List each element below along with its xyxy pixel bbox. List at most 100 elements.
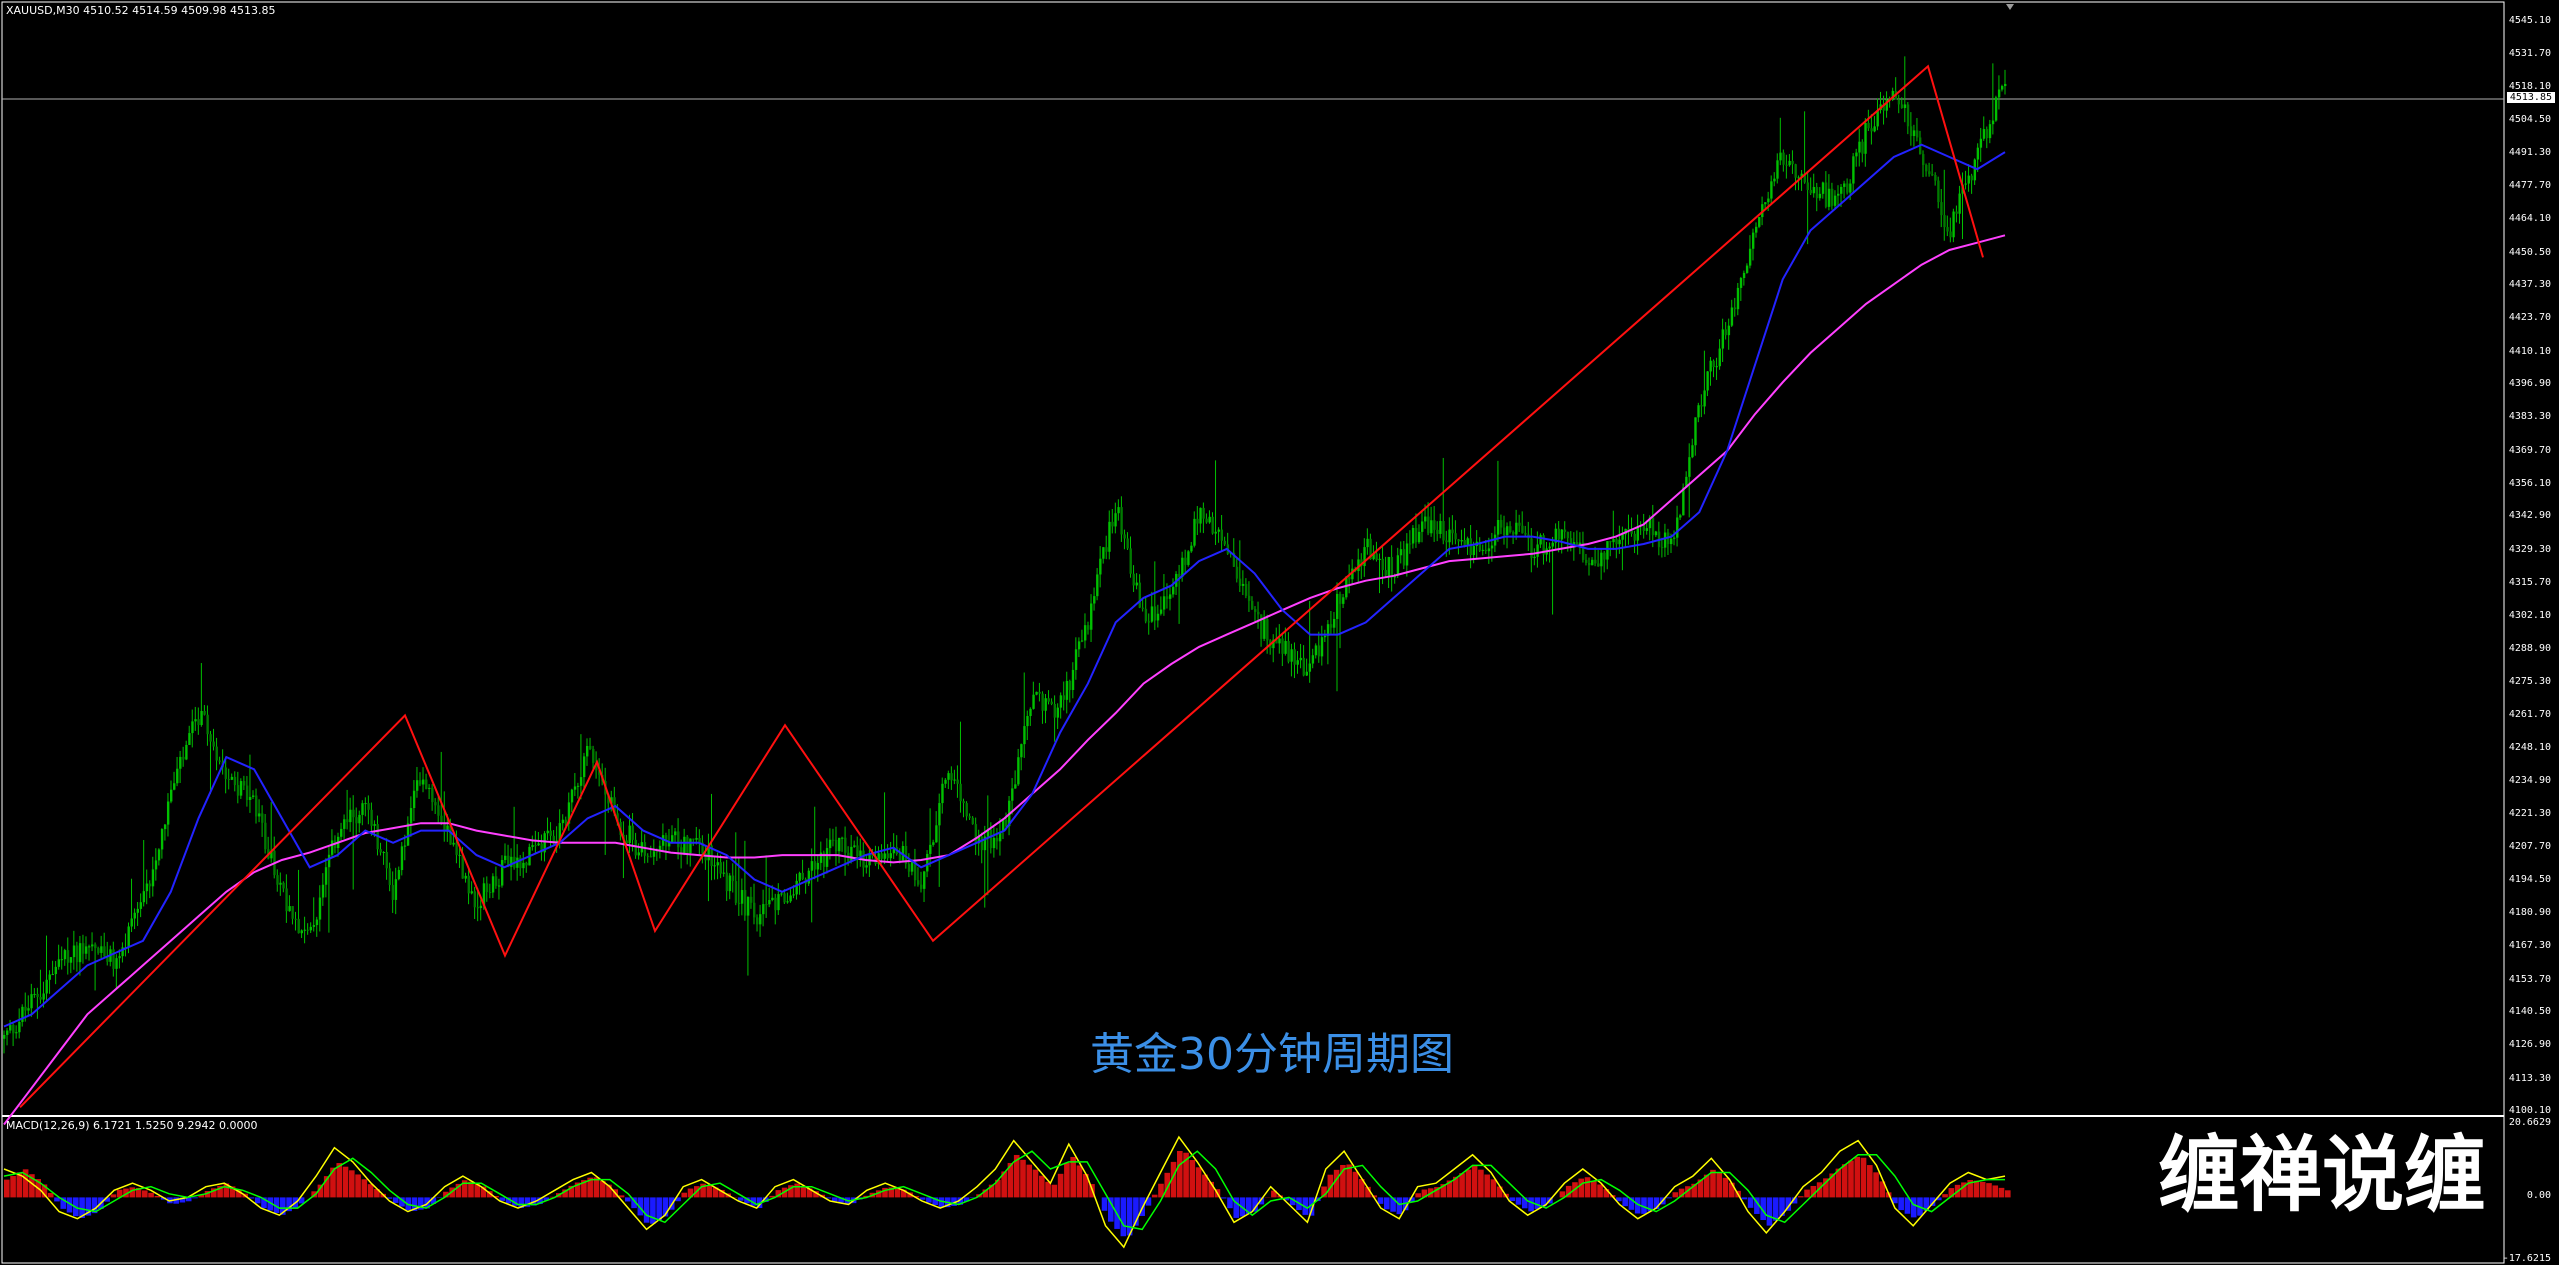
candle-body (1132, 573, 1135, 586)
candle-body (1715, 366, 1718, 368)
candle-body (725, 872, 729, 892)
macd-bar (1666, 1197, 1672, 1199)
candle-body (170, 789, 173, 802)
candle-body (1773, 178, 1776, 182)
scroll-arrow-icon[interactable] (2006, 4, 2014, 10)
price-axis-label: 4369.70 (2508, 444, 2551, 456)
price-axis-label: 4342.90 (2508, 510, 2551, 522)
price-axis-label: 4545.10 (2508, 15, 2551, 26)
macd-bar (54, 1197, 60, 1202)
candle-body (686, 836, 689, 854)
candle-body (361, 803, 364, 815)
macd-bar (1854, 1156, 1861, 1198)
candle-body (1339, 593, 1342, 604)
fast-ma-line (3, 143, 2006, 1028)
macd-bar (650, 1197, 656, 1224)
candle-body (1311, 655, 1315, 664)
candle-body (388, 868, 392, 885)
candle-body (1709, 360, 1712, 372)
macd-bar (681, 1192, 688, 1198)
candle-body (1266, 619, 1269, 641)
candle-body (349, 809, 352, 823)
candle-body (1108, 521, 1111, 552)
candle-body (689, 838, 692, 854)
macd-bar (1283, 1197, 1290, 1201)
macd-bar (1271, 1190, 1277, 1198)
candle-body (1448, 529, 1451, 543)
macd-bar (512, 1197, 518, 1206)
candle-body (704, 853, 707, 861)
candle-body (233, 776, 237, 786)
macd-bar (1841, 1164, 1848, 1198)
macd-bar (1616, 1197, 1622, 1202)
macd-bar (392, 1197, 399, 1203)
candle-body (327, 854, 331, 868)
candle-body (722, 872, 726, 874)
candle-body (1521, 525, 1524, 534)
candle-body (1530, 538, 1533, 559)
candle-body (1524, 533, 1527, 535)
candle-body (762, 904, 765, 915)
macd-bar (1377, 1197, 1384, 1204)
candle-body (1940, 202, 1943, 216)
candle-body (1797, 177, 1800, 179)
candle-body (1430, 520, 1433, 534)
macd-bar (1998, 1187, 2005, 1198)
macd-bar (1967, 1179, 1973, 1198)
macd-bar (16, 1172, 23, 1198)
candle-body (30, 994, 33, 1009)
candle-body (1900, 104, 1904, 109)
macd-bar (875, 1190, 882, 1198)
macd-bar (204, 1190, 211, 1198)
candle-body (1840, 186, 1843, 194)
candle-body (121, 947, 124, 957)
candle-body (312, 925, 316, 927)
candle-body (756, 917, 759, 925)
candle-body (1114, 513, 1117, 527)
candle-body (1077, 641, 1081, 650)
candle-body (245, 785, 249, 800)
candle-body (1144, 608, 1148, 622)
macd-bar (1848, 1160, 1854, 1198)
macd-bar (1396, 1197, 1403, 1215)
candle-body (1096, 574, 1099, 597)
candle-body (1952, 211, 1955, 238)
price-axis-label: 4329.30 (2508, 543, 2551, 555)
candle-body (1202, 507, 1205, 519)
candle-body (1566, 531, 1570, 539)
macd-main-line (3, 1135, 2006, 1249)
candle-body (239, 781, 243, 796)
candle-body (1682, 487, 1685, 516)
macd-bar (1992, 1185, 1999, 1198)
candle-body (1815, 186, 1819, 199)
candle-body (731, 875, 735, 882)
candle-body (227, 778, 231, 780)
macd-bar (599, 1180, 606, 1198)
macd-bar (2005, 1190, 2011, 1198)
macd-bar (198, 1194, 205, 1198)
candle-body (1032, 694, 1035, 709)
candle-body (698, 838, 701, 843)
candle-body (482, 883, 486, 906)
candle-body (974, 824, 978, 844)
macd-bar (1703, 1174, 1710, 1198)
candle-body (1581, 542, 1585, 560)
price-axis-label: 4167.30 (2508, 940, 2551, 952)
candle-body (194, 719, 197, 722)
candle-body (1627, 528, 1630, 531)
candle-body (1375, 553, 1378, 561)
candle-body (1882, 104, 1885, 111)
candle-body (801, 872, 804, 880)
candle-body (1512, 532, 1515, 535)
candle-body (525, 862, 528, 866)
candle-body (1594, 559, 1597, 564)
candle-body (1536, 544, 1539, 557)
candle-body (932, 842, 935, 845)
candle-body (567, 802, 571, 824)
macd-bar (1823, 1178, 1829, 1198)
macd-bar (1459, 1173, 1465, 1198)
candle-body (516, 857, 519, 868)
macd-bar (79, 1197, 85, 1219)
macd-bar (487, 1191, 493, 1198)
